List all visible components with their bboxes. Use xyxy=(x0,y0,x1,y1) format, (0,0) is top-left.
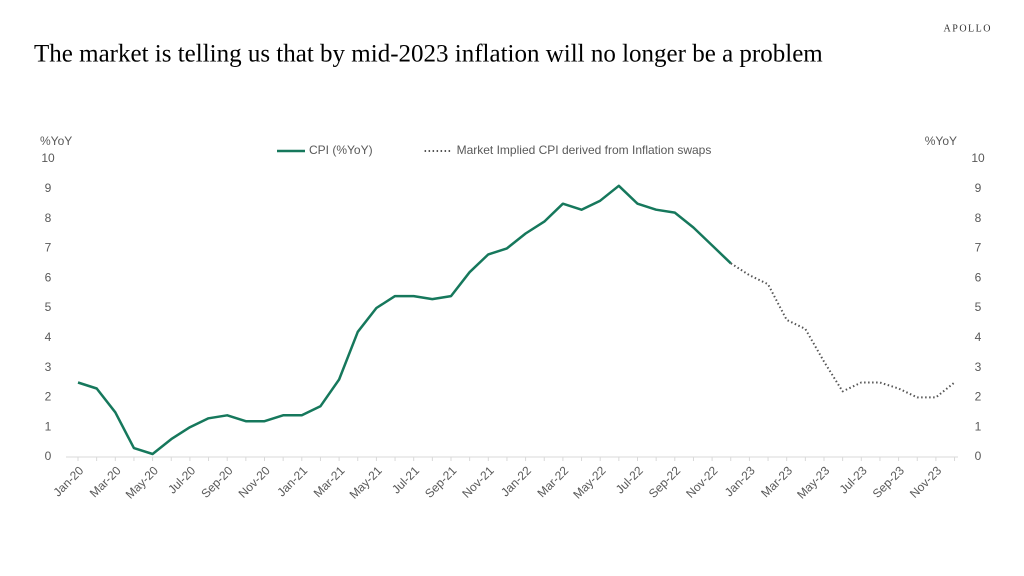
x-tick-label: Sep-22 xyxy=(646,463,683,500)
series-line xyxy=(77,184,732,456)
y2-axis-label: %YoY xyxy=(925,134,957,148)
x-tick-label: May-22 xyxy=(570,463,608,501)
y-tick-label: 5 xyxy=(45,300,52,314)
series-line xyxy=(730,262,956,399)
y2-tick-label: 0 xyxy=(975,449,982,463)
x-tick-label: Sep-21 xyxy=(422,463,459,500)
y2-tick-label: 9 xyxy=(975,181,982,195)
x-tick-label: Mar-20 xyxy=(87,463,124,500)
y-tick-label: 1 xyxy=(45,419,52,433)
legend-label: Market Implied CPI derived from Inflatio… xyxy=(457,143,712,157)
x-tick-label: Mar-23 xyxy=(758,463,795,500)
y2-tick-label: 6 xyxy=(975,270,982,284)
y-tick-label: 10 xyxy=(41,151,55,165)
x-tick-label: Jan-22 xyxy=(498,463,534,499)
x-tick-label: Sep-23 xyxy=(870,463,907,500)
x-tick-label: Nov-23 xyxy=(907,463,944,500)
y2-tick-label: 5 xyxy=(975,300,982,314)
x-tick-label: Nov-21 xyxy=(459,463,496,500)
x-tick-label: Sep-20 xyxy=(198,463,235,500)
x-tick-label: Mar-22 xyxy=(534,463,571,500)
brand: APOLLO xyxy=(944,23,992,34)
x-tick-label: May-20 xyxy=(123,463,161,501)
y-tick-label: 2 xyxy=(45,390,52,404)
x-tick-label: Mar-21 xyxy=(311,463,348,500)
y2-tick-label: 2 xyxy=(975,390,982,404)
x-tick-label: Nov-20 xyxy=(236,463,273,500)
y2-tick-label: 1 xyxy=(975,419,982,433)
chart-title: The market is telling us that by mid-202… xyxy=(34,41,823,68)
x-tick-label: May-21 xyxy=(347,463,385,501)
x-tick-label: Jan-20 xyxy=(51,463,87,499)
y-tick-label: 0 xyxy=(45,449,52,463)
x-tick-label: May-23 xyxy=(794,463,832,501)
y-tick-label: 4 xyxy=(45,330,52,344)
y2-tick-label: 10 xyxy=(971,151,985,165)
y-tick-label: 7 xyxy=(45,241,52,255)
y2-tick-label: 7 xyxy=(975,241,982,255)
y2-tick-label: 4 xyxy=(975,330,982,344)
x-tick-label: Jul-21 xyxy=(389,463,422,496)
x-tick-label: Jul-20 xyxy=(165,463,198,496)
y-tick-label: 6 xyxy=(45,270,52,284)
x-tick-label: Jan-23 xyxy=(722,463,758,499)
x-tick-label: Jul-22 xyxy=(613,463,646,496)
x-tick-label: Nov-22 xyxy=(683,463,720,500)
y-tick-label: 8 xyxy=(45,211,52,225)
y-axis-label: %YoY xyxy=(40,134,72,148)
x-tick-label: Jan-21 xyxy=(274,463,310,499)
y-tick-label: 9 xyxy=(45,181,52,195)
y2-tick-label: 3 xyxy=(975,360,982,374)
y-tick-label: 3 xyxy=(45,360,52,374)
y2-tick-label: 8 xyxy=(975,211,982,225)
x-tick-label: Jul-23 xyxy=(837,463,870,496)
legend-label: CPI (%YoY) xyxy=(309,143,373,157)
